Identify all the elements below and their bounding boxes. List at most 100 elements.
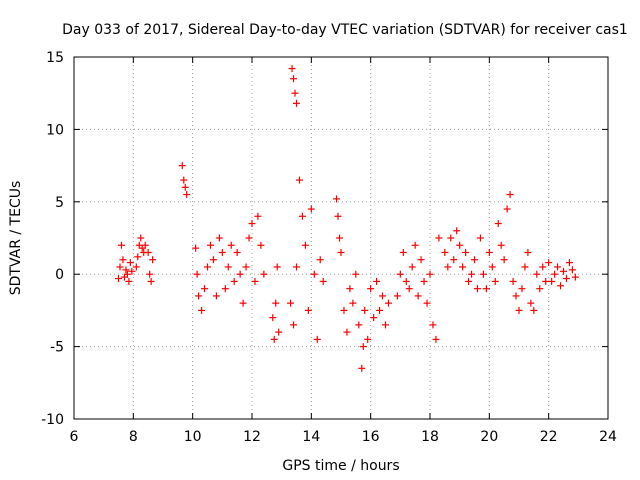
x-tick-label: 22 — [540, 429, 558, 445]
data-point — [536, 285, 544, 293]
data-point — [346, 285, 354, 293]
y-tick-label: -10 — [41, 412, 64, 428]
data-point — [126, 259, 134, 267]
data-point — [548, 277, 556, 285]
data-point — [560, 267, 567, 275]
data-point — [291, 89, 299, 97]
data-point — [230, 277, 238, 285]
data-point — [479, 270, 487, 278]
data-point — [361, 306, 369, 314]
y-tick-label: -5 — [50, 340, 64, 356]
data-point — [275, 328, 283, 336]
data-point — [482, 285, 490, 293]
data-point — [141, 241, 149, 249]
data-point — [242, 263, 250, 271]
data-point — [494, 220, 502, 228]
data-point — [313, 335, 321, 343]
data-point — [290, 321, 298, 329]
data-point — [146, 270, 154, 278]
data-point — [462, 248, 470, 256]
data-point — [245, 234, 253, 242]
data-point — [137, 234, 145, 242]
data-point — [287, 299, 295, 307]
data-point — [125, 277, 133, 285]
data-point — [359, 343, 367, 351]
data-point — [334, 212, 342, 220]
data-point — [349, 299, 357, 307]
data-point — [227, 241, 235, 249]
data-point — [417, 256, 425, 264]
data-point — [465, 277, 473, 285]
data-point — [358, 364, 366, 372]
data-point — [293, 263, 300, 271]
data-point — [453, 227, 461, 235]
plot-frame — [73, 56, 609, 420]
data-point — [192, 244, 200, 252]
data-point — [319, 277, 327, 285]
data-point — [527, 299, 535, 307]
data-point — [215, 234, 223, 242]
data-point — [193, 270, 201, 278]
data-point — [521, 263, 529, 271]
data-point — [128, 267, 136, 275]
data-point — [269, 314, 277, 322]
data-point — [123, 270, 131, 278]
data-point — [426, 270, 434, 278]
data-point — [524, 248, 532, 256]
x-tick-label: 14 — [302, 429, 320, 445]
y-tick-label: 5 — [55, 195, 64, 211]
y-tick-label: 0 — [55, 267, 64, 283]
y-tick-label: 10 — [46, 122, 64, 138]
data-point — [435, 234, 443, 242]
data-point — [447, 234, 455, 242]
data-point — [405, 285, 413, 293]
data-point — [257, 241, 265, 249]
data-point — [497, 241, 505, 249]
x-tick-label: 12 — [243, 429, 261, 445]
data-point — [533, 270, 541, 278]
data-point — [209, 256, 217, 264]
data-point — [251, 277, 259, 285]
data-point — [307, 205, 315, 213]
data-point — [273, 263, 281, 271]
data-point — [180, 176, 188, 184]
grid-lines — [74, 57, 608, 419]
data-point — [270, 335, 278, 343]
data-point — [423, 299, 431, 307]
data-point — [122, 266, 130, 274]
data-point — [295, 176, 303, 184]
data-point — [420, 277, 428, 285]
data-point — [116, 263, 124, 271]
x-tick-label: 8 — [129, 429, 138, 445]
data-point — [411, 241, 419, 249]
data-point — [382, 321, 389, 329]
chart-title: Day 033 of 2017, Sidereal Day-to-day VTE… — [62, 22, 628, 38]
data-point — [568, 266, 576, 274]
data-point — [254, 212, 262, 220]
data-point — [316, 256, 324, 264]
data-point — [248, 220, 256, 228]
x-tick-label: 10 — [184, 429, 202, 445]
data-point — [352, 270, 360, 278]
data-point — [236, 270, 244, 278]
data-point — [512, 292, 520, 300]
data-point — [288, 65, 296, 73]
data-point — [491, 277, 499, 285]
data-point — [542, 277, 550, 285]
data-point — [298, 212, 306, 220]
data-point — [367, 285, 375, 293]
data-point — [204, 263, 211, 271]
data-point — [473, 285, 481, 293]
data-point — [459, 263, 467, 271]
x-tick-label: 16 — [362, 429, 380, 445]
data-point — [144, 248, 152, 256]
data-point — [134, 253, 142, 261]
data-point — [272, 299, 280, 307]
data-point — [432, 335, 440, 343]
data-point — [503, 205, 511, 213]
x-tick-label: 24 — [599, 429, 617, 445]
data-point — [132, 263, 140, 271]
data-point — [221, 285, 229, 293]
x-axis-label: GPS time / hours — [282, 458, 399, 474]
